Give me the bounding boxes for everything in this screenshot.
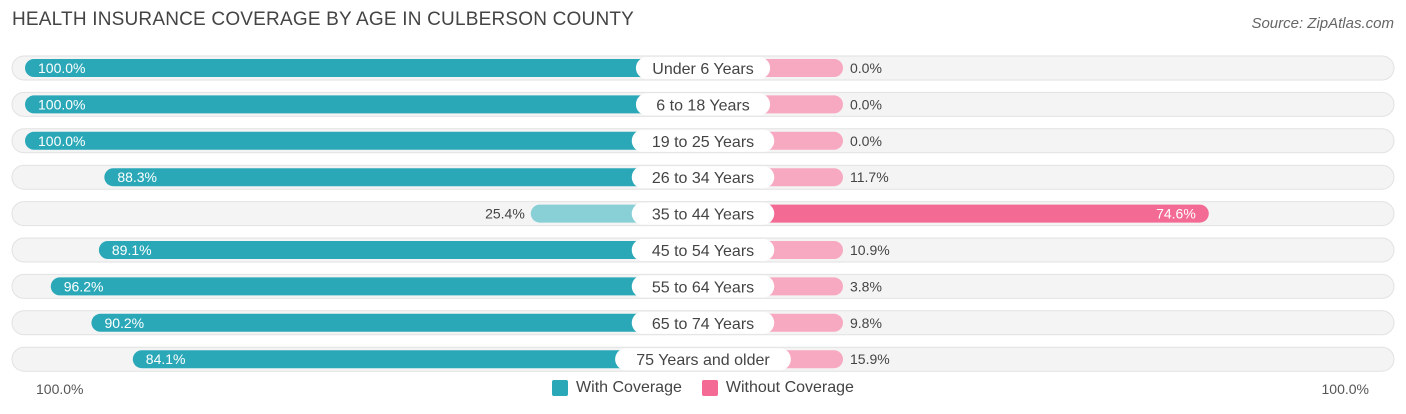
value-label-without: 15.9% (850, 351, 890, 367)
bar-with-coverage[interactable] (25, 59, 703, 77)
category-pill (631, 202, 775, 225)
value-label-without: 3.8% (850, 278, 882, 294)
legend-with-swatch (552, 380, 569, 396)
category-pill (615, 348, 791, 371)
category-label: 75 Years and older (636, 352, 770, 369)
category-pill (635, 57, 771, 79)
bar-with-coverage[interactable] (98, 241, 704, 259)
coverage-chart: 100.0% 0.0% Under 6 Years 100.0% 0.0% 6 to 18… (11, 55, 1395, 372)
value-label-without: 0.0% (850, 96, 882, 112)
bar-with-coverage[interactable] (50, 277, 704, 296)
legend-without-label: Without Coverage (725, 379, 854, 396)
value-label-without: 9.8% (850, 315, 882, 331)
legend-with-coverage[interactable]: With Coverage (552, 379, 682, 397)
value-label-without: 10.9% (850, 242, 890, 258)
value-label-with: 100.0% (38, 96, 85, 112)
value-label-with: 25.4% (485, 206, 525, 222)
category-pill (631, 311, 775, 334)
bar-with-coverage[interactable] (25, 95, 703, 114)
bar-with-coverage[interactable] (91, 313, 704, 332)
category-label: 6 to 18 Years (656, 97, 749, 114)
category-label: 26 to 34 Years (652, 170, 754, 187)
bar-without-coverage[interactable] (703, 204, 1209, 223)
legend: With Coverage Without Coverage (0, 379, 1406, 397)
value-label-with: 96.2% (64, 278, 104, 294)
value-label-without: 0.0% (850, 60, 882, 76)
value-label-with: 90.2% (104, 315, 144, 331)
axis-left-label: 100.0% (36, 381, 84, 397)
value-label-with: 100.0% (38, 60, 85, 76)
category-pill (631, 275, 775, 298)
value-label-without: 11.7% (850, 169, 889, 185)
category-label: 65 to 74 Years (652, 316, 754, 333)
legend-with-label: With Coverage (576, 379, 682, 396)
legend-without-swatch (701, 380, 718, 396)
bar-with-coverage[interactable] (25, 131, 703, 150)
value-label-with: 89.1% (112, 242, 152, 258)
value-label-with: 100.0% (38, 133, 85, 149)
legend-without-coverage[interactable]: Without Coverage (701, 379, 854, 397)
category-pill (631, 166, 775, 189)
axis-right-label: 100.0% (1321, 381, 1369, 397)
category-label: 45 to 54 Years (652, 243, 754, 260)
value-label-with: 88.3% (117, 169, 157, 185)
source-credit: Source: ZipAtlas.com (1251, 15, 1394, 32)
category-label: 19 to 25 Years (652, 134, 754, 151)
value-label-without: 0.0% (850, 133, 882, 149)
chart-title: HEALTH INSURANCE COVERAGE BY AGE IN CULB… (12, 9, 635, 30)
category-label: 35 to 44 Years (652, 207, 754, 224)
category-label: Under 6 Years (652, 61, 753, 78)
category-pill (635, 93, 771, 116)
value-label-with: 84.1% (146, 351, 186, 367)
category-pill (631, 239, 775, 261)
bar-with-coverage[interactable] (104, 168, 704, 187)
category-label: 55 to 64 Years (652, 279, 754, 296)
category-pill (631, 129, 775, 152)
value-label-without: 74.6% (1156, 206, 1196, 222)
bar-with-coverage[interactable] (132, 350, 703, 369)
